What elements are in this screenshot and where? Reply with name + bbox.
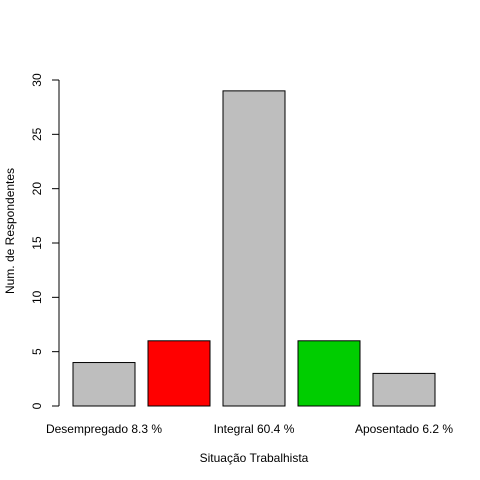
y-tick-label: 15	[30, 236, 44, 250]
y-axis-title: Num. de Respondentes	[3, 168, 17, 294]
y-axis: 0 5 10 15 20 25 30	[30, 73, 60, 409]
x-category-labels: Desempregado 8.3 % Integral 60.4 % Aposent…	[46, 422, 453, 436]
y-tick-label: 20	[30, 182, 44, 196]
bar-aposentado	[372, 372, 436, 407]
y-tick-label: 30	[30, 73, 44, 87]
x-category-label: Integral 60.4 %	[214, 422, 295, 436]
bar-parcial	[147, 340, 211, 407]
y-tick-label: 25	[30, 127, 44, 141]
y-tick-label: 0	[30, 402, 44, 409]
x-axis-title: Situação Trabalhista	[200, 451, 309, 465]
bar-autônomo	[297, 340, 361, 407]
bar-desempregado	[72, 362, 136, 407]
bar-integral	[222, 90, 286, 407]
y-tick-label: 5	[30, 348, 44, 355]
y-tick-label: 10	[30, 290, 44, 304]
x-category-label: Aposentado 6.2 %	[355, 422, 453, 436]
x-category-label: Desempregado 8.3 %	[46, 422, 162, 436]
bars	[72, 90, 436, 407]
